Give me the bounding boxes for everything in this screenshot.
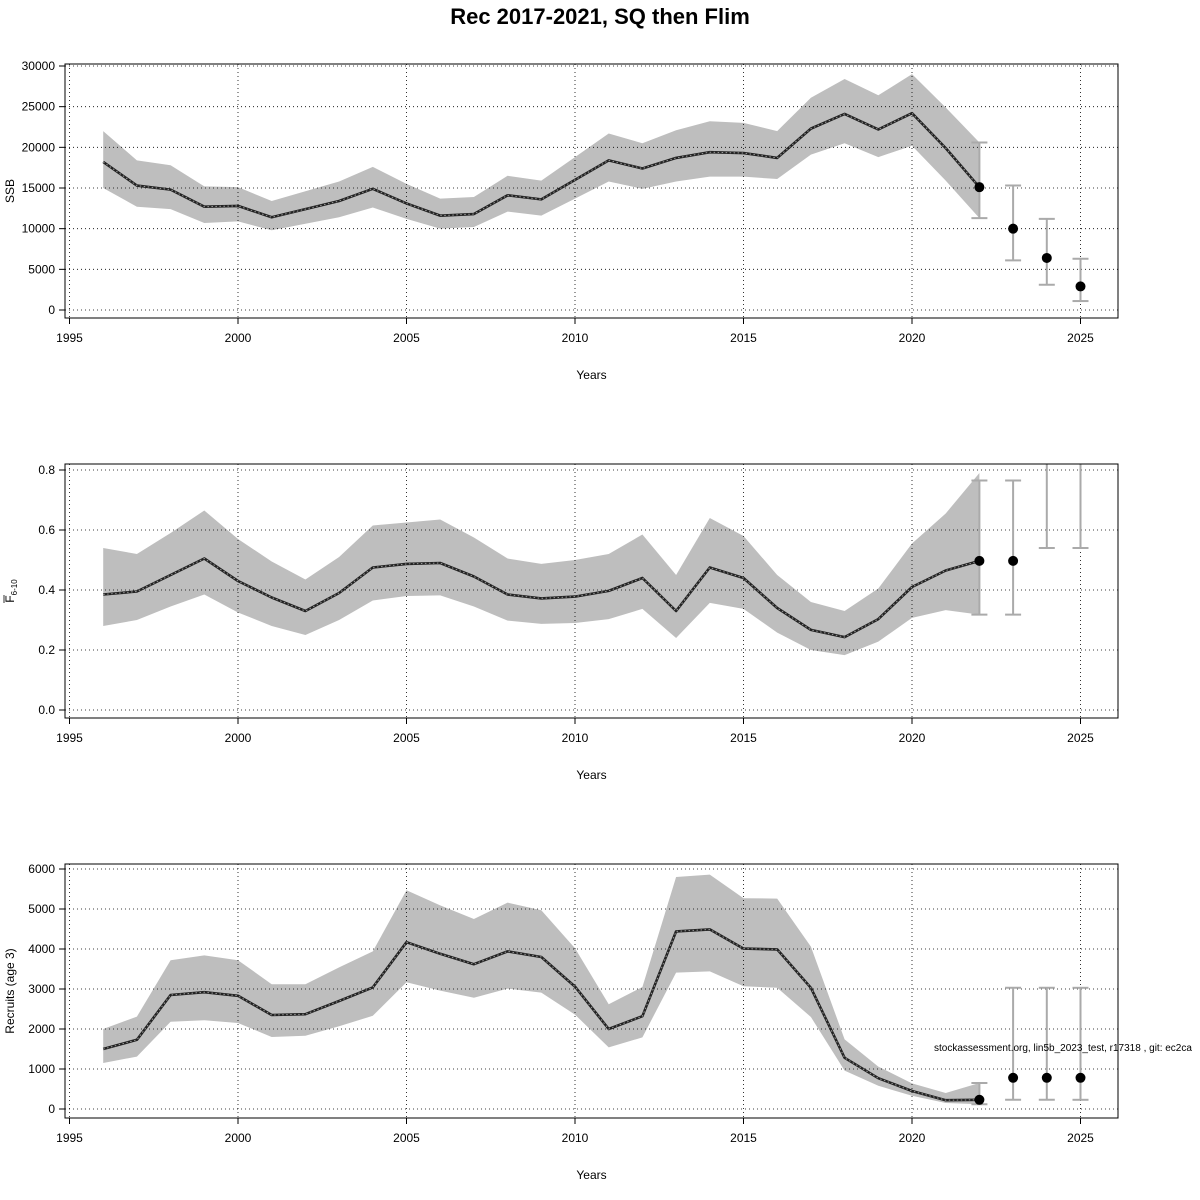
fbar-ylabel: F6-10 (3, 579, 19, 603)
ssb-xtick-label-2000: 2000 (225, 331, 252, 345)
recruits-forecast-group (971, 986, 1089, 1106)
ssb-xtick-label-2025: 2025 (1067, 331, 1094, 345)
recruits-estimate-line-dash (103, 928, 980, 1101)
recruits-frame (64, 863, 1119, 1119)
recruits-xtick-label-2025: 2025 (1067, 1131, 1094, 1145)
recruits-forecast-point-2025 (1075, 1072, 1086, 1083)
recruits-xlabel: Years (576, 1168, 606, 1182)
ssb-ytick-label-4: 20000 (22, 140, 56, 154)
fbar-frame (64, 463, 1119, 719)
ssb-ytick-label-1: 5000 (28, 262, 55, 276)
recruits-panel: 1995 2000 2005 2010 2015 2020 2025 0 1000 2000 300… (3, 862, 1119, 1182)
ssb-xtick-label-1995: 1995 (56, 331, 83, 345)
ssb-ytick-label-2: 10000 (22, 222, 56, 236)
ssb-xlabel: Years (576, 368, 606, 382)
recruits-xtick-label-2000: 2000 (225, 1131, 252, 1145)
recruits-ytick-label-4: 4000 (28, 942, 55, 956)
ssb-confidence-band (103, 74, 980, 231)
fbar-confidence-band (103, 473, 980, 656)
ssb-forecast-point-2024 (1041, 252, 1052, 263)
fbar-xtick-label-2005: 2005 (393, 731, 420, 745)
ssb-xtick-label-2015: 2015 (730, 331, 757, 345)
recruits-xtick-label-2010: 2010 (562, 1131, 589, 1145)
ssb-xtick-label-2005: 2005 (393, 331, 420, 345)
recruits-xtick-label-2020: 2020 (899, 1131, 926, 1145)
recruits-ytick-label-3: 3000 (28, 982, 55, 996)
footnote: stockassessment.org, lin5b_2023_test, r1… (934, 1043, 1192, 1054)
recruits-xtick-label-2015: 2015 (730, 1131, 757, 1145)
fbar-ytick-label-2: 0.4 (38, 583, 55, 597)
fbar-ylabel-main: F (3, 595, 17, 602)
fbar-forecast-group (971, 464, 1089, 616)
recruits-ytick-label-1: 1000 (28, 1062, 55, 1076)
ssb-xtick-label-2020: 2020 (899, 331, 926, 345)
ssb-panel: 1995 2000 2005 2010 2015 2020 2025 0 5000 10000 15… (3, 59, 1119, 382)
fbar-ylabel-sub: 6-10 (10, 579, 19, 596)
fbar-xtick-label-1995: 1995 (56, 731, 83, 745)
ssb-ytick-label-0: 0 (48, 303, 55, 317)
fbar-panel: 1995 2000 2005 2010 2015 2020 2025 0.0 0.2 0.4 0.6… (3, 463, 1119, 782)
recruits-forecast-point-2024 (1041, 1072, 1052, 1083)
recruits-ytick-label-2: 2000 (28, 1022, 55, 1036)
recruits-ytick-label-6: 6000 (28, 862, 55, 876)
recruits-forecast-point-2023 (1008, 1072, 1019, 1083)
ssb-frame (64, 63, 1119, 319)
fbar-estimate-line (103, 557, 980, 639)
recruits-forecast-point-2022 (974, 1094, 985, 1105)
fbar-ytick-label-4: 0.8 (38, 463, 55, 477)
ssb-xtick-label-2010: 2010 (562, 331, 589, 345)
fbar-xtick-label-2025: 2025 (1067, 731, 1094, 745)
recruits-xtick-label-2005: 2005 (393, 1131, 420, 1145)
fbar-xtick-label-2010: 2010 (562, 731, 589, 745)
fbar-xlabel: Years (576, 768, 606, 782)
recruits-ytick-label-0: 0 (48, 1102, 55, 1116)
fbar-ytick-label-0: 0.0 (38, 703, 55, 717)
recruits-ylabel: Recruits (age 3) (3, 948, 17, 1033)
ssb-ylabel: SSB (3, 179, 17, 203)
ssb-ytick-label-3: 15000 (22, 181, 56, 195)
ssb-forecast-group (971, 141, 1089, 303)
fbar-xtick-label-2000: 2000 (225, 731, 252, 745)
recruits-ytick-label-5: 5000 (28, 902, 55, 916)
ssb-ytick-label-5: 25000 (22, 100, 56, 114)
ssb-forecast-point-2025 (1075, 281, 1086, 292)
recruits-xtick-label-1995: 1995 (56, 1131, 83, 1145)
fbar-ytick-label-3: 0.6 (38, 523, 55, 537)
fbar-xtick-label-2015: 2015 (730, 731, 757, 745)
fbar-forecast-point-2023 (1008, 555, 1019, 566)
fbar-forecast-point-2022 (974, 555, 985, 566)
ssb-estimate-line-dash (102, 112, 980, 218)
ssb-forecast-point-2022 (974, 182, 985, 193)
ssb-ytick-label-6: 30000 (22, 59, 56, 73)
chart-title: Rec 2017-2021, SQ then Flim (450, 4, 750, 29)
ssb-forecast-point-2023 (1008, 223, 1019, 234)
fbar-xtick-label-2020: 2020 (899, 731, 926, 745)
fbar-ytick-label-1: 0.2 (38, 643, 55, 657)
